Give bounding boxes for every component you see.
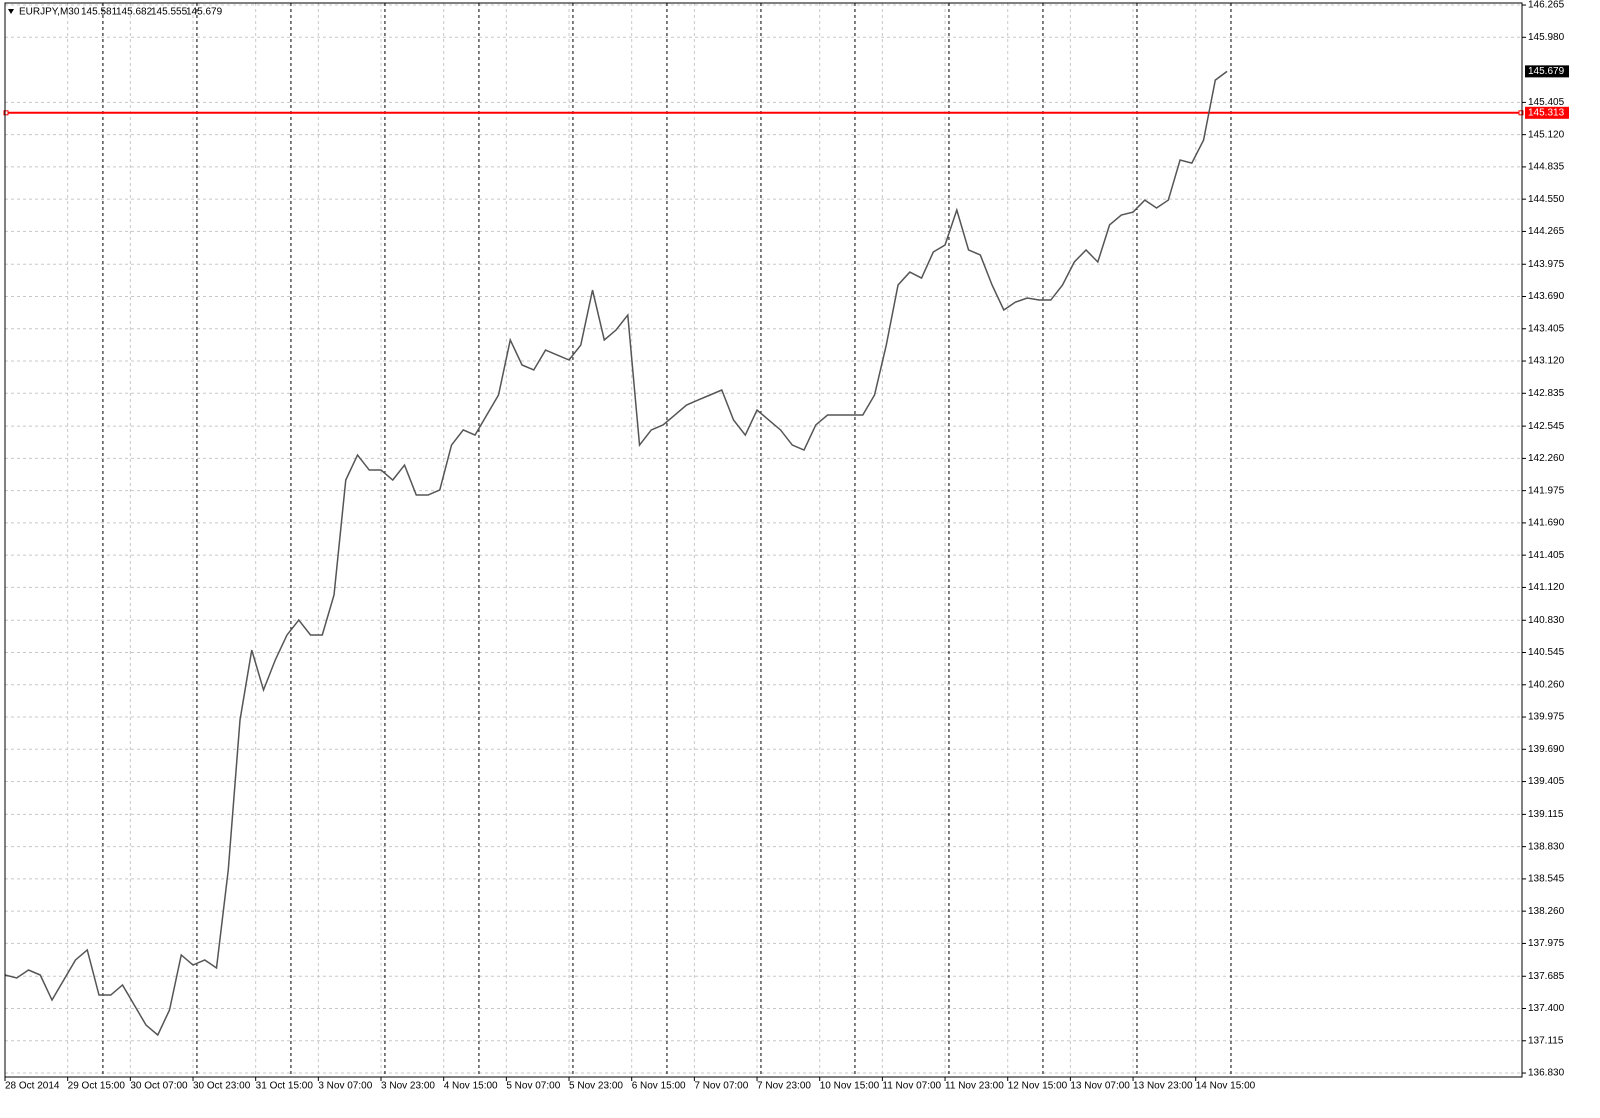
x-tick-label: 4 Nov 15:00 <box>444 1081 498 1092</box>
x-tick-label: 3 Nov 23:00 <box>381 1081 435 1092</box>
bar-close: 145.679 <box>186 7 223 18</box>
x-tick-label: 7 Nov 07:00 <box>694 1081 748 1092</box>
y-tick-label: 138.545 <box>1528 874 1565 885</box>
y-tick-label: 136.830 <box>1528 1068 1565 1079</box>
y-tick-label: 140.545 <box>1528 647 1565 658</box>
x-tick-label: 10 Nov 15:00 <box>820 1081 880 1092</box>
x-tick-label: 30 Oct 07:00 <box>130 1081 188 1092</box>
x-tick-label: 6 Nov 15:00 <box>632 1081 686 1092</box>
y-tick-label: 139.405 <box>1528 776 1565 787</box>
y-tick-label: 140.260 <box>1528 679 1565 690</box>
y-tick-label: 138.260 <box>1528 906 1565 917</box>
y-tick-label: 143.405 <box>1528 323 1565 334</box>
price-line <box>4 70 1228 1037</box>
y-tick-label: 141.405 <box>1528 550 1565 561</box>
x-tick-label: 5 Nov 07:00 <box>506 1081 560 1092</box>
y-tick-label: 142.545 <box>1528 421 1565 432</box>
plot-frame <box>4 2 1523 1078</box>
x-tick-label: 12 Nov 15:00 <box>1008 1081 1068 1092</box>
y-tick-label: 137.685 <box>1528 971 1565 982</box>
menu-arrow[interactable] <box>8 9 14 14</box>
x-tick-label: 7 Nov 23:00 <box>757 1081 811 1092</box>
symbol-title: EURJPY,M30 <box>19 7 80 18</box>
y-tick-label: 142.260 <box>1528 453 1565 464</box>
price-label-box <box>1525 65 1569 78</box>
hline-handle <box>3 110 9 116</box>
plot-layer <box>3 3 1524 1077</box>
bar-high: 145.682 <box>116 7 153 18</box>
x-tick-label: 5 Nov 23:00 <box>569 1081 623 1092</box>
x-tick-label: 11 Nov 23:00 <box>945 1081 1004 1092</box>
y-tick-label: 141.120 <box>1528 582 1565 593</box>
current-price-label: 145.679 <box>1528 66 1565 77</box>
y-tick-label: 145.980 <box>1528 32 1565 43</box>
hline-label: 145.313 <box>1528 107 1565 118</box>
y-tick-label: 138.830 <box>1528 841 1565 852</box>
y-tick-label: 145.120 <box>1528 129 1565 140</box>
x-tick-label: 29 Oct 15:00 <box>68 1081 126 1092</box>
y-tick-label: 144.265 <box>1528 226 1565 237</box>
x-tick-label: 13 Nov 23:00 <box>1133 1081 1193 1092</box>
x-tick-label: 13 Nov 07:00 <box>1070 1081 1130 1092</box>
y-tick-label: 146.265 <box>1528 0 1565 11</box>
x-tick-label: 14 Nov 15:00 <box>1196 1081 1256 1092</box>
y-tick-label: 137.400 <box>1528 1003 1565 1014</box>
y-tick-label: 139.690 <box>1528 744 1565 755</box>
hline-label-box <box>1525 106 1569 119</box>
y-tick-label: 142.835 <box>1528 388 1565 399</box>
y-tick-label: 137.975 <box>1528 938 1565 949</box>
x-tick-label: 11 Nov 07:00 <box>882 1081 941 1092</box>
y-tick-label: 145.405 <box>1528 97 1565 108</box>
x-tick-label: 3 Nov 07:00 <box>318 1081 372 1092</box>
y-tick-label: 141.690 <box>1528 518 1565 529</box>
y-tick-label: 140.830 <box>1528 615 1565 626</box>
y-tick-label: 139.115 <box>1528 809 1564 820</box>
y-tick-label: 141.975 <box>1528 485 1565 496</box>
y-tick-label: 137.115 <box>1528 1035 1564 1046</box>
y-tick-label: 144.835 <box>1528 162 1565 173</box>
x-tick-label: 28 Oct 2014 <box>5 1081 60 1092</box>
y-tick-label: 144.550 <box>1528 194 1565 205</box>
bar-low: 145.555 <box>151 7 188 18</box>
bar-open: 145.581 <box>81 7 118 18</box>
y-tick-label: 143.975 <box>1528 259 1565 270</box>
x-tick-label: 30 Oct 23:00 <box>193 1081 251 1092</box>
hline-handle <box>1518 110 1524 116</box>
y-tick-label: 143.690 <box>1528 291 1565 302</box>
y-tick-label: 143.120 <box>1528 356 1565 367</box>
x-tick-label: 31 Oct 15:00 <box>256 1081 314 1092</box>
y-tick-label: 139.975 <box>1528 712 1565 723</box>
